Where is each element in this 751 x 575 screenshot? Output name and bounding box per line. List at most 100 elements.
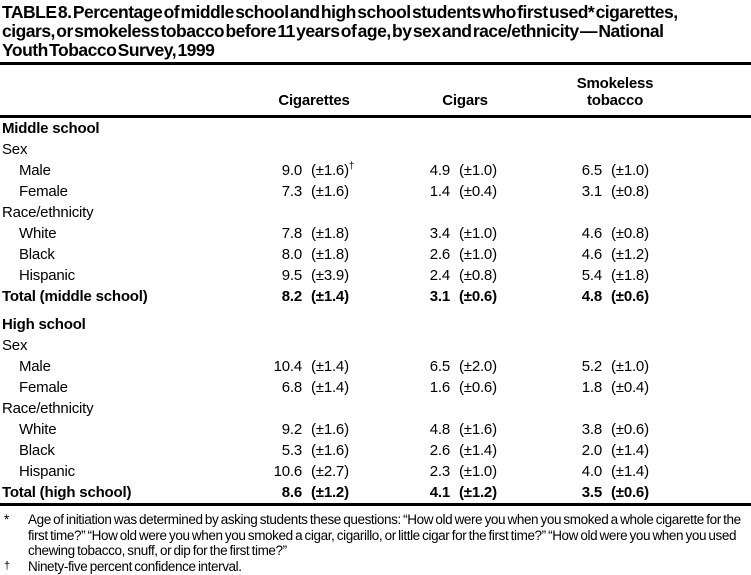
cigars-value: 2.3 xyxy=(429,463,450,480)
cigarettes-ci: (±1.2) xyxy=(311,484,349,501)
smokeless-ci: (±0.8) xyxy=(611,183,649,200)
smokeless-value: 3.5 xyxy=(581,484,602,501)
ci-text: (±1.6) xyxy=(311,162,349,179)
footnote-dagger: † Ninety-five percent confidence interva… xyxy=(4,559,749,575)
smokeless-ci: (±1.2) xyxy=(611,246,649,263)
cigars-ci: (±1.0) xyxy=(459,162,497,179)
row-label: Sex xyxy=(2,141,28,158)
table-row: White 9.2 (±1.6) 4.8 (±1.6) 3.8 (±0.6) xyxy=(0,419,751,440)
dagger-marker: † xyxy=(4,559,10,572)
cigarettes-ci: (±1.4) xyxy=(311,358,349,375)
table-row: Male 10.4 (±1.4) 6.5 (±2.0) 5.2 (±1.0) xyxy=(0,356,751,377)
smokeless-ci: (±1.0) xyxy=(611,358,649,375)
smokeless-ci: (±0.6) xyxy=(611,288,649,305)
section-spacer xyxy=(0,307,751,314)
smokeless-value: 2.0 xyxy=(581,442,602,459)
row-label: Male xyxy=(19,162,51,179)
cigars-ci: (±1.6) xyxy=(459,421,497,438)
row-label: Black xyxy=(19,246,55,263)
row-label: Middle school xyxy=(2,120,100,137)
cigars-value: 3.4 xyxy=(429,225,450,242)
cigarettes-value: 8.0 xyxy=(281,246,302,263)
cigarettes-ci: (±1.4) xyxy=(311,379,349,396)
smokeless-value: 6.5 xyxy=(581,162,602,179)
smokeless-ci: (±1.4) xyxy=(611,442,649,459)
table-row-total-middle-school: Total (middle school) 8.2 (±1.4) 3.1 (±0… xyxy=(0,286,751,307)
cigarettes-ci: (±2.7) xyxy=(311,463,349,480)
footnote-text: Age of initiation was determined by aski… xyxy=(28,512,741,558)
table-row-sex: Sex xyxy=(0,139,751,160)
cigarettes-value: 9.5 xyxy=(281,267,302,284)
row-label: Black xyxy=(19,442,55,459)
smokeless-value: 5.4 xyxy=(581,267,602,284)
smokeless-value: 3.1 xyxy=(581,183,602,200)
table-row-total-high-school: Total (high school) 8.6 (±1.2) 4.1 (±1.2… xyxy=(0,482,751,505)
table-row-race-ethnicity: Race/ethnicity xyxy=(0,398,751,419)
dagger-footnote-ref: † xyxy=(348,161,355,172)
table-row: Male 9.0 (±1.6)† 4.9 (±1.0) 6.5 (±1.0) xyxy=(0,160,751,181)
cigarettes-value: 8.2 xyxy=(281,288,302,305)
cigars-ci: (±1.0) xyxy=(459,463,497,480)
cigarettes-value: 7.3 xyxy=(281,183,302,200)
statistics-table: Cigarettes Cigars Smokeless tobacco Midd… xyxy=(0,62,751,506)
smokeless-ci: (±0.6) xyxy=(611,421,649,438)
row-label: Race/ethnicity xyxy=(2,204,94,221)
table-row: Female 7.3 (±1.6) 1.4 (±0.4) 3.1 (±0.8) xyxy=(0,181,751,202)
cigarettes-ci: (±1.8) xyxy=(311,225,349,242)
smokeless-value: 3.8 xyxy=(581,421,602,438)
cigars-ci: (±0.4) xyxy=(459,183,497,200)
cigars-ci: (±1.0) xyxy=(459,246,497,263)
cigars-value: 2.6 xyxy=(429,442,450,459)
smokeless-ci: (±0.6) xyxy=(611,484,649,501)
cigarettes-value: 7.8 xyxy=(281,225,302,242)
row-label: High school xyxy=(2,316,86,333)
label-column-header xyxy=(0,63,238,118)
column-header-smokeless-tobacco: Smokeless tobacco xyxy=(548,63,751,118)
cigars-ci: (±1.2) xyxy=(459,484,497,501)
cigarettes-value: 9.0 xyxy=(281,162,302,179)
cigars-value: 4.8 xyxy=(429,421,450,438)
column-header-label: Smokeless tobacco xyxy=(576,75,654,109)
cigars-ci: (±2.0) xyxy=(459,358,497,375)
cigarettes-ci: (±1.4) xyxy=(311,288,349,305)
row-label: Male xyxy=(19,358,51,375)
table-row-race-ethnicity: Race/ethnicity xyxy=(0,202,751,223)
row-label: White xyxy=(19,225,57,242)
smokeless-value: 4.6 xyxy=(581,246,602,263)
smokeless-value: 5.2 xyxy=(581,358,602,375)
cigars-ci: (±0.6) xyxy=(459,288,497,305)
row-label: Race/ethnicity xyxy=(2,400,94,417)
cigarettes-value: 10.4 xyxy=(273,358,303,375)
cigars-ci: (±0.6) xyxy=(459,379,497,396)
table-title-line: Youth Tobacco Survey, 1999 xyxy=(2,40,215,60)
cigars-value: 1.4 xyxy=(429,183,450,200)
table-title-line: cigars, or smokeless tobacco before 11 y… xyxy=(2,21,664,41)
cigarettes-ci: (±1.8) xyxy=(311,246,349,263)
table-row-sex: Sex xyxy=(0,335,751,356)
cigarettes-ci: (±1.6) xyxy=(311,183,349,200)
smokeless-value: 1.8 xyxy=(581,379,602,396)
row-label: Total (middle school) xyxy=(2,288,148,305)
table-row: Hispanic 9.5 (±3.9) 2.4 (±0.8) 5.4 (±1.8… xyxy=(0,265,751,286)
cigars-ci: (±0.8) xyxy=(459,267,497,284)
cigarettes-value: 8.6 xyxy=(281,484,302,501)
table-row: Black 5.3 (±1.6) 2.6 (±1.4) 2.0 (±1.4) xyxy=(0,440,751,461)
asterisk-marker: * xyxy=(4,512,9,527)
cigars-value: 1.6 xyxy=(429,379,450,396)
row-label: White xyxy=(19,421,57,438)
cigars-value: 2.6 xyxy=(429,246,450,263)
smokeless-ci: (±1.4) xyxy=(611,463,649,480)
table-title: TABLE 8. Percentage of middle school and… xyxy=(0,0,751,60)
cigarettes-ci: (±3.9) xyxy=(311,267,349,284)
table-row: White 7.8 (±1.8) 3.4 (±1.0) 4.6 (±0.8) xyxy=(0,223,751,244)
cigars-value: 6.5 xyxy=(429,358,450,375)
row-label: Female xyxy=(19,183,68,200)
row-label: Female xyxy=(19,379,68,396)
row-label: Sex xyxy=(2,337,28,354)
column-header-cigarettes: Cigarettes xyxy=(238,63,400,118)
cigars-ci: (±1.4) xyxy=(459,442,497,459)
cigars-value: 4.9 xyxy=(429,162,450,179)
smokeless-ci: (±1.8) xyxy=(611,267,649,284)
table-row: Black 8.0 (±1.8) 2.6 (±1.0) 4.6 (±1.2) xyxy=(0,244,751,265)
